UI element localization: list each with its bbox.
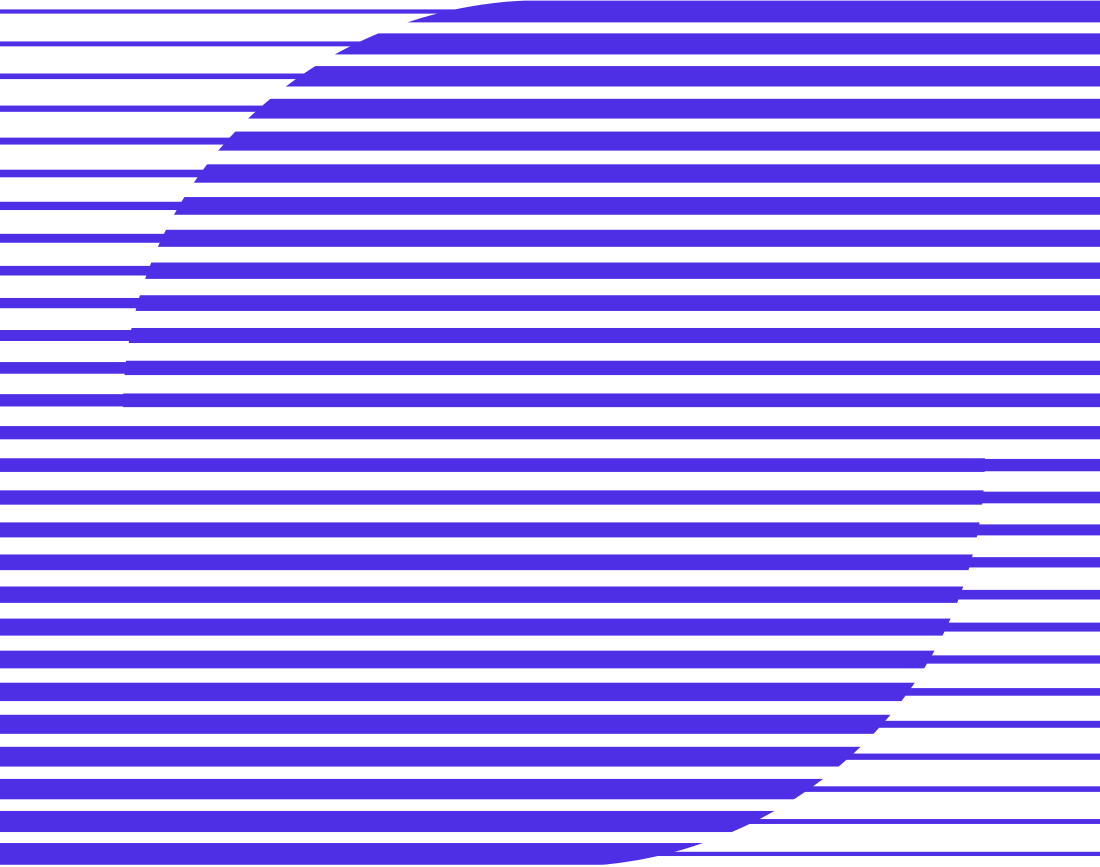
thick-stripe	[0, 98, 1100, 119]
thick-stripe	[0, 586, 1100, 603]
thick-stripe	[0, 295, 1100, 311]
thick-stripe	[0, 393, 1100, 408]
thick-stripe	[0, 131, 1100, 151]
thick-stripe	[0, 554, 1100, 571]
thick-stripe	[0, 426, 1100, 440]
thick-stripe	[0, 650, 1100, 669]
thick-stripe	[0, 522, 1100, 538]
thick-stripe	[0, 490, 1100, 505]
thick-stripe	[0, 262, 1100, 279]
thick-stripe	[0, 327, 1100, 344]
thick-stripe	[0, 618, 1100, 636]
thick-stripe	[0, 458, 1100, 472]
thick-stripe	[0, 197, 1100, 215]
thick-stripe	[0, 360, 1100, 376]
thick-stripe	[0, 682, 1100, 702]
thick-stripe	[0, 746, 1100, 767]
thick-stripe	[0, 229, 1100, 247]
thick-stripe	[0, 164, 1100, 183]
thick-stripe	[0, 714, 1100, 734]
